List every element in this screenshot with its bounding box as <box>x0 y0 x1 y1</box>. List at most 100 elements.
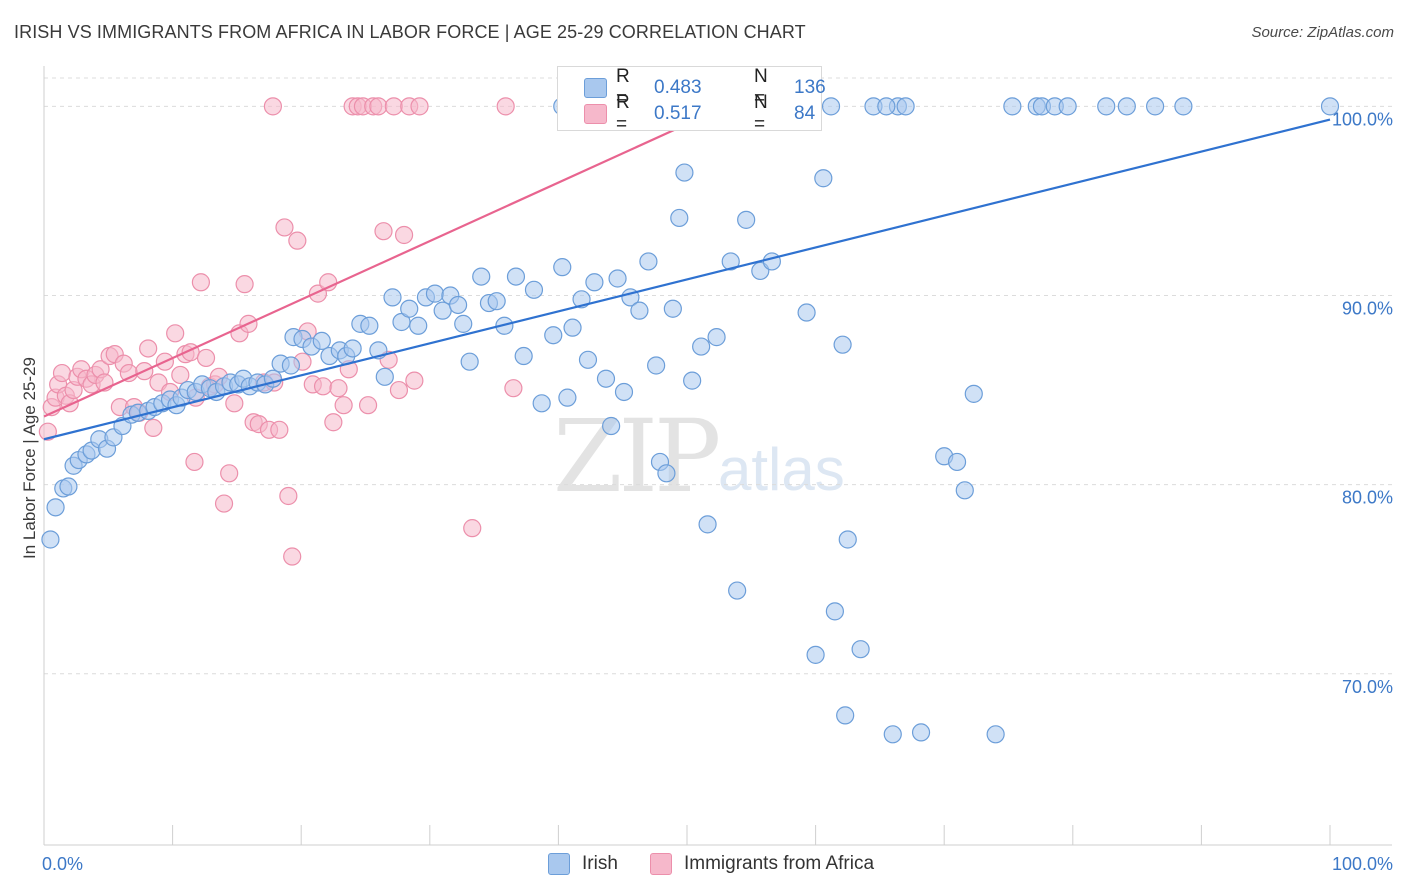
irish-point <box>578 350 598 369</box>
irish-point <box>425 284 445 303</box>
irish-point <box>506 267 526 286</box>
africa-point <box>270 420 289 439</box>
irish-point <box>986 725 1005 744</box>
africa-point <box>263 97 283 116</box>
irish-point <box>797 303 816 322</box>
irish-point <box>544 326 563 345</box>
x-tick-label-end: 100.0% <box>1332 854 1393 874</box>
irish-point <box>1058 97 1077 116</box>
legend-africa-swatch <box>650 853 672 875</box>
africa-point <box>384 97 403 116</box>
africa-point <box>358 396 378 415</box>
irish-point <box>46 498 65 517</box>
y-axis-title: In Labor Force | Age 25-29 <box>20 357 39 559</box>
africa-point <box>389 380 409 400</box>
irish-point <box>553 258 572 277</box>
y-tick-label: 80.0% <box>1342 488 1393 508</box>
irish-point <box>532 394 551 413</box>
irish-point <box>1146 97 1165 116</box>
irish-point <box>608 269 627 288</box>
irish-point <box>728 581 747 600</box>
stats-legend: R = 0.483 N = 136 R = 0.517 N = 84 <box>557 66 826 135</box>
irish-point <box>896 97 915 116</box>
legend-item-africa: Immigrants from Africa <box>650 852 874 876</box>
irish-point <box>487 292 506 311</box>
irish-point <box>647 356 666 375</box>
irish-point <box>312 331 331 350</box>
africa-point <box>144 418 163 438</box>
irish-r-label: R = <box>616 66 630 109</box>
irish-point <box>400 299 419 318</box>
irish-point <box>602 416 621 436</box>
irish-point <box>737 210 756 229</box>
irish-point <box>639 252 658 271</box>
irish-swatch <box>584 78 607 98</box>
africa-point <box>405 371 424 390</box>
y-tick-label: 70.0% <box>1342 677 1393 697</box>
africa-point <box>38 422 57 441</box>
africa-point <box>196 348 216 368</box>
irish-point <box>955 481 974 500</box>
irish-point <box>762 252 781 271</box>
africa-trend-line <box>43 99 739 418</box>
irish-point <box>947 452 967 472</box>
source-label: Source: ZipAtlas.com <box>1251 24 1394 41</box>
africa-point <box>410 97 429 116</box>
points-layer <box>38 97 1340 744</box>
irish-point <box>721 252 740 271</box>
irish-point <box>883 725 902 744</box>
africa-point <box>275 218 294 237</box>
africa-point <box>324 413 343 432</box>
irish-point <box>563 318 582 337</box>
africa-point <box>191 273 210 292</box>
y-tick-label: 100.0% <box>1332 109 1393 129</box>
irish-point <box>825 602 844 621</box>
africa-point <box>225 394 244 413</box>
irish-point <box>1320 97 1340 116</box>
irish-point <box>707 328 726 347</box>
irish-point <box>433 301 452 320</box>
irish-point <box>692 337 711 356</box>
watermark-atlas: atlas <box>718 436 845 503</box>
irish-point <box>821 97 841 116</box>
irish-point <box>281 356 301 375</box>
irish-point <box>59 477 78 496</box>
label-layer: 70.0% 80.0% 90.0% 100.0% 0.0% 100.0% <box>42 109 1393 874</box>
africa-n-label: N = <box>754 92 768 135</box>
irish-point <box>1117 97 1136 116</box>
irish-point <box>851 640 870 659</box>
africa-point <box>374 222 393 241</box>
irish-point <box>838 530 857 549</box>
x-tick-label-start: 0.0% <box>42 854 83 874</box>
legend-irish-swatch <box>548 853 570 875</box>
irish-point <box>698 515 717 534</box>
irish-point <box>383 288 402 307</box>
africa-point <box>496 97 515 116</box>
legend-africa-label: Immigrants from Africa <box>684 853 875 874</box>
legend-irish-label: Irish <box>582 853 618 874</box>
irish-n-value: 136 <box>794 77 826 98</box>
africa-point <box>52 363 72 383</box>
africa-point <box>313 377 333 396</box>
africa-n-value: 84 <box>794 103 816 124</box>
irish-point <box>833 335 852 354</box>
irish-point <box>877 97 896 116</box>
africa-r-value: 0.517 <box>654 103 702 124</box>
africa-point <box>369 97 388 116</box>
legend-item-irish: Irish <box>548 852 618 876</box>
irish-n-label: N = <box>754 66 768 109</box>
africa-point <box>214 494 234 513</box>
irish-point <box>448 295 468 315</box>
irish-trend-line <box>43 118 1331 441</box>
irish-point <box>836 706 855 725</box>
irish-point <box>630 301 649 320</box>
africa-swatch <box>584 104 607 124</box>
irish-point <box>41 530 60 549</box>
africa-point <box>139 339 158 358</box>
africa-point <box>329 379 348 398</box>
irish-point <box>614 382 634 402</box>
irish-point <box>683 371 702 390</box>
irish-r-value: 0.483 <box>654 77 702 98</box>
irish-point <box>663 299 682 318</box>
